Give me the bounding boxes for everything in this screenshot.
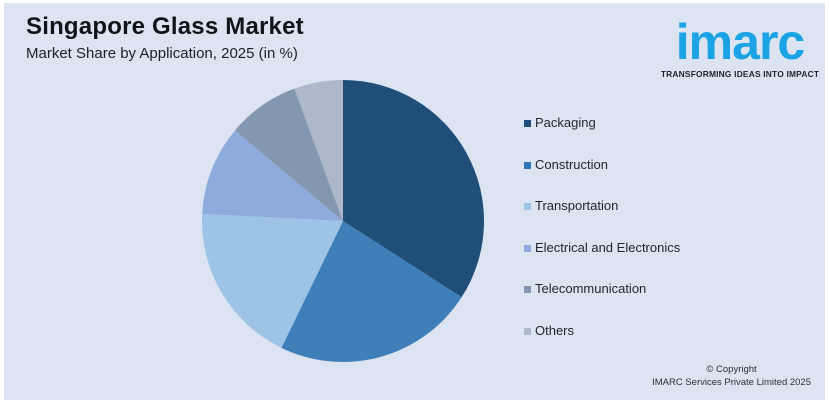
legend-item-telecommunication: Telecommunication [524, 279, 680, 321]
pie-chart [202, 80, 484, 363]
logo-tagline: TRANSFORMING IDEAS INTO IMPACT [660, 69, 820, 79]
legend-swatch-icon [524, 286, 531, 294]
legend-item-transportation: Transportation [524, 196, 680, 238]
imarc-logo: imarc TRANSFORMING IDEAS INTO IMPACT [660, 11, 820, 83]
legend-item-construction: Construction [524, 155, 680, 197]
legend-label: Electrical and Electronics [535, 239, 681, 255]
pie-slice-packaging [343, 80, 484, 298]
logo-wordmark: imarc [675, 14, 805, 70]
legend-label: Construction [535, 156, 608, 172]
legend-item-packaging: Packaging [524, 113, 680, 155]
legend-swatch-icon [524, 327, 531, 335]
copyright-line-2: IMARC Services Private Limited 2025 [652, 377, 811, 388]
chart-legend: Packaging Construction Transportation El… [524, 113, 680, 363]
chart-title: Singapore Glass Market [26, 13, 304, 40]
legend-swatch-icon [524, 203, 531, 211]
legend-label: Telecommunication [535, 281, 647, 297]
pie-slice-telecommunication [234, 88, 343, 221]
copyright-notice: © Copyright IMARC Services Private Limit… [652, 363, 811, 389]
legend-label: Others [535, 322, 575, 338]
legend-swatch-icon [524, 244, 531, 252]
pie-slice-transportation [202, 213, 343, 348]
copyright-line-1: © Copyright [706, 364, 757, 375]
pie-slice-others [294, 80, 343, 221]
legend-label: Transportation [535, 198, 619, 214]
legend-item-electrical: Electrical and Electronics [524, 238, 680, 280]
pie-slice-construction [281, 221, 462, 363]
pie-slice-electrical-and-electronics [202, 130, 343, 221]
legend-swatch-icon [524, 120, 531, 127]
legend-label: Packaging [535, 115, 596, 130]
chart-subtitle: Market Share by Application, 2025 (in %) [26, 45, 298, 62]
legend-swatch-icon [524, 161, 531, 169]
chart-card: Singapore Glass Market Market Share by A… [4, 3, 825, 400]
pie-slices [202, 80, 484, 363]
legend-item-others: Others [524, 321, 680, 363]
